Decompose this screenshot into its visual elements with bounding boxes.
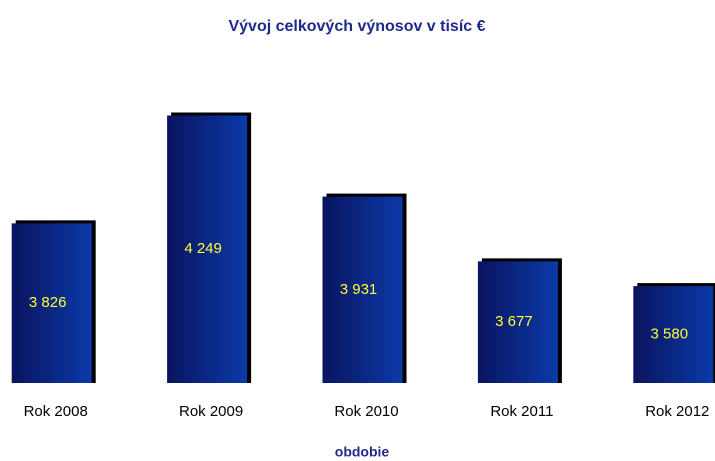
bar — [322, 196, 403, 383]
bar — [477, 261, 558, 383]
x-axis-title: obdobie — [335, 444, 390, 460]
bar — [167, 115, 248, 383]
value-label: 3 931 — [340, 281, 378, 298]
x-tick-label: Rok 2010 — [334, 403, 398, 420]
value-label: 3 580 — [651, 326, 689, 343]
x-tick-label: Rok 2008 — [24, 403, 88, 420]
x-tick-label: Rok 2012 — [645, 403, 709, 420]
value-label: 3 826 — [29, 294, 67, 311]
bar — [11, 223, 92, 383]
value-label: 3 677 — [495, 313, 533, 330]
chart-title: Vývoj celkových výnosov v tisíc € — [228, 18, 485, 35]
x-tick-label: Rok 2011 — [490, 403, 553, 420]
x-tick-label: Rok 2009 — [179, 403, 243, 420]
bar — [633, 286, 714, 383]
value-label: 4 249 — [184, 240, 222, 257]
